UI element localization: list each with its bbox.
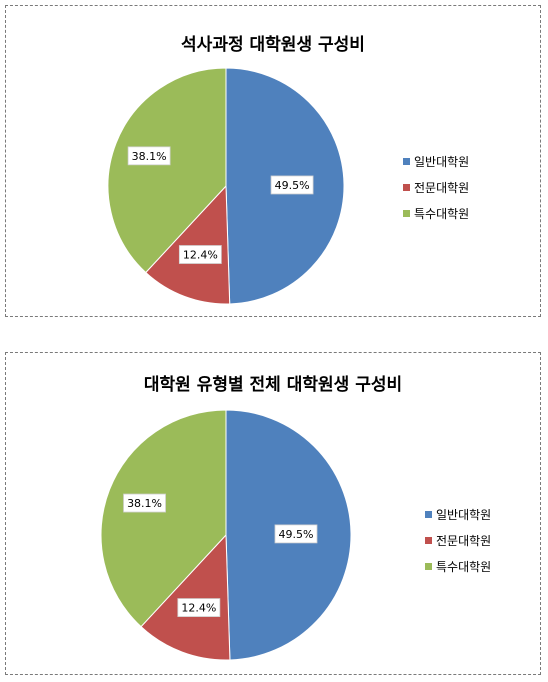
- legend-swatch: [403, 157, 410, 165]
- legend-label: 일반대학원: [414, 154, 470, 169]
- data-label: 49.5%: [270, 175, 314, 195]
- legend-swatch: [403, 209, 410, 217]
- legend-label: 특수대학원: [436, 559, 492, 574]
- pie-slice-3: [107, 67, 227, 274]
- data-label-text: 38.1%: [127, 497, 162, 510]
- data-label-box: [127, 146, 171, 166]
- data-label: 38.1%: [123, 493, 166, 513]
- chart-title: 석사과정 대학원생 구성비: [181, 35, 365, 55]
- legend-swatch: [403, 183, 410, 191]
- data-label-box: [274, 524, 318, 544]
- legend-label: 일반대학원: [436, 507, 492, 522]
- legend: 일반대학원 전문대학원 특수대학원: [425, 501, 491, 579]
- legend-swatch: [425, 510, 432, 518]
- chart-panel-all-types: 대학원 유형별 전체 대학원생 구성비 49.5% 12.4% 38.1% 일반대학…: [5, 352, 541, 675]
- data-label-text: 49.5%: [279, 528, 314, 541]
- data-label-box: [270, 175, 314, 195]
- chart-title: 대학원 유형별 전체 대학원생 구성비: [143, 375, 403, 395]
- legend-item: 일반대학원: [403, 148, 469, 174]
- data-label-text: 12.4%: [183, 249, 218, 262]
- legend-swatch: [425, 536, 432, 544]
- pie-chart: 49.5% 12.4% 38.1%: [107, 67, 345, 305]
- data-label-box: [123, 493, 166, 513]
- legend: 일반대학원 전문대학원 특수대학원: [403, 148, 469, 226]
- legend-swatch: [425, 562, 432, 570]
- legend-label: 전문대학원: [436, 533, 492, 548]
- data-label-text: 49.5%: [275, 179, 310, 192]
- legend-label: 전문대학원: [414, 180, 470, 195]
- data-label-text: 12.4%: [181, 602, 216, 615]
- legend-label: 특수대학원: [414, 206, 470, 221]
- chart-panel-masters: 석사과정 대학원생 구성비 49.5% 12.4% 38.1% 일반대학원 전문대학…: [5, 5, 541, 317]
- data-label-box: [177, 598, 221, 617]
- legend-item: 특수대학원: [403, 200, 469, 226]
- pie-slice-2: [145, 184, 231, 305]
- data-label: 49.5%: [274, 524, 318, 544]
- legend-item: 특수대학원: [425, 553, 491, 579]
- data-label: 38.1%: [127, 146, 171, 166]
- pie-slice-2: [140, 533, 231, 661]
- data-label: 12.4%: [178, 245, 222, 264]
- legend-item: 전문대학원: [403, 174, 469, 200]
- data-label-text: 38.1%: [132, 150, 167, 163]
- pie-slice-3: [100, 409, 227, 628]
- data-label: 12.4%: [177, 598, 221, 617]
- pie-chart: 49.5% 12.4% 38.1%: [100, 409, 352, 661]
- data-label-box: [178, 245, 222, 264]
- legend-item: 일반대학원: [425, 501, 491, 527]
- legend-item: 전문대학원: [425, 527, 491, 553]
